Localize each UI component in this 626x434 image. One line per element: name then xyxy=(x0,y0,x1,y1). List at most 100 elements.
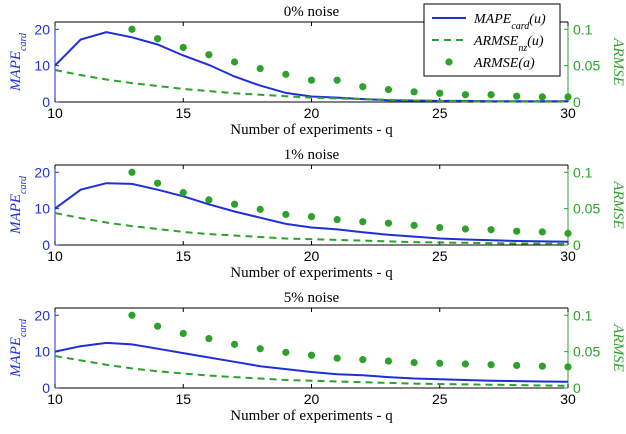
y-right-tick-label: 0 xyxy=(573,237,581,253)
x-tick-label: 10 xyxy=(47,105,63,121)
x-tick-label: 25 xyxy=(432,105,448,121)
data-point xyxy=(282,70,290,78)
y-left-tick-label: 20 xyxy=(34,307,50,323)
data-point xyxy=(538,93,546,101)
data-point xyxy=(256,345,264,353)
data-point xyxy=(179,329,187,338)
data-point xyxy=(359,83,367,91)
data-point xyxy=(487,91,495,99)
data-point xyxy=(179,189,187,197)
data-point xyxy=(461,360,469,368)
data-point xyxy=(154,179,162,187)
data-point xyxy=(128,311,136,319)
data-point xyxy=(359,356,367,364)
data-point xyxy=(230,340,239,348)
data-point xyxy=(230,200,239,208)
data-point xyxy=(282,210,290,219)
data-point xyxy=(538,228,546,236)
data-point xyxy=(230,58,239,66)
y-left-tick-label: 0 xyxy=(42,237,50,253)
y-right-tick-label: 0 xyxy=(573,94,581,110)
data-point xyxy=(205,334,213,343)
data-point xyxy=(205,51,213,59)
x-tick-label: 30 xyxy=(560,391,576,407)
x-tick-label: 15 xyxy=(175,105,191,121)
data-point xyxy=(128,168,136,176)
data-point xyxy=(384,86,393,94)
series-line xyxy=(54,31,568,103)
data-point xyxy=(333,76,341,84)
series-2 xyxy=(54,212,569,245)
y-left-tick-label: 10 xyxy=(34,58,50,74)
y-right-axis-label: ARMSE xyxy=(610,37,626,85)
data-point xyxy=(564,93,572,101)
x-tick-label: 20 xyxy=(304,105,320,121)
series-1 xyxy=(54,341,569,383)
data-point xyxy=(333,354,341,362)
data-point xyxy=(205,196,213,204)
data-point xyxy=(436,223,444,232)
x-axis-label: Number of experiments - q xyxy=(230,265,393,281)
y-left-tick-label: 20 xyxy=(34,164,50,180)
y-left-tick-label: 10 xyxy=(34,201,50,217)
y-right-tick-label: 0.05 xyxy=(573,201,600,217)
x-axis-label: Number of experiments - q xyxy=(230,408,393,424)
data-point xyxy=(128,25,136,33)
data-point xyxy=(333,215,341,224)
series-1 xyxy=(54,31,568,103)
panel-title: 0% noise xyxy=(284,4,340,20)
data-point xyxy=(564,363,572,371)
x-tick-label: 25 xyxy=(432,248,448,264)
series-3 xyxy=(128,168,572,237)
y-left-tick-label: 10 xyxy=(34,344,50,360)
legend: MAPEcard(u)ARMSEnz(u) ARMSE(a) xyxy=(423,3,561,77)
legend-swatch xyxy=(445,58,453,66)
y-left-axis-label: MAPEcard xyxy=(8,32,29,92)
data-point xyxy=(384,219,393,227)
data-point xyxy=(179,43,187,52)
series-line xyxy=(54,212,569,245)
data-point xyxy=(436,89,444,97)
y-right-tick-label: 0.05 xyxy=(573,58,600,74)
data-point xyxy=(256,64,264,73)
data-point xyxy=(487,361,495,369)
x-tick-label: 30 xyxy=(560,248,576,264)
y-left-axis-label: MAPEcard xyxy=(8,318,29,378)
x-tick-label: 20 xyxy=(304,391,320,407)
y-right-tick-label: 0.1 xyxy=(573,164,593,180)
series-line xyxy=(54,182,569,243)
data-point xyxy=(461,91,469,99)
y-left-axis-label: MAPEcard xyxy=(8,175,29,235)
x-axis-label: Number of experiments - q xyxy=(230,122,393,138)
data-point xyxy=(487,226,495,234)
x-tick-label: 25 xyxy=(432,391,448,407)
series-2 xyxy=(54,355,569,387)
x-tick-label: 15 xyxy=(175,248,191,264)
data-point xyxy=(384,357,393,365)
series-3 xyxy=(128,311,572,371)
x-tick-label: 20 xyxy=(304,248,320,264)
panel-title: 1% noise xyxy=(284,147,340,163)
data-point xyxy=(538,362,546,370)
x-tick-label: 10 xyxy=(47,391,63,407)
data-point xyxy=(436,359,444,367)
data-point xyxy=(359,218,367,226)
data-point xyxy=(256,205,264,213)
series-3 xyxy=(128,25,572,101)
y-left-tick-label: 0 xyxy=(42,94,50,110)
x-tick-label: 15 xyxy=(175,391,191,407)
y-right-tick-label: 0.1 xyxy=(573,307,593,323)
data-point xyxy=(154,35,162,43)
y-right-axis-label: ARMSE xyxy=(610,180,626,228)
data-point xyxy=(410,221,418,229)
data-point xyxy=(154,322,162,330)
series-1 xyxy=(54,182,569,243)
series-line xyxy=(54,341,569,383)
y-left-tick-label: 20 xyxy=(34,21,50,37)
series-line xyxy=(54,355,569,387)
data-point xyxy=(410,358,418,367)
legend-label: ARMSE(a) xyxy=(473,56,535,71)
series-line xyxy=(54,69,569,103)
